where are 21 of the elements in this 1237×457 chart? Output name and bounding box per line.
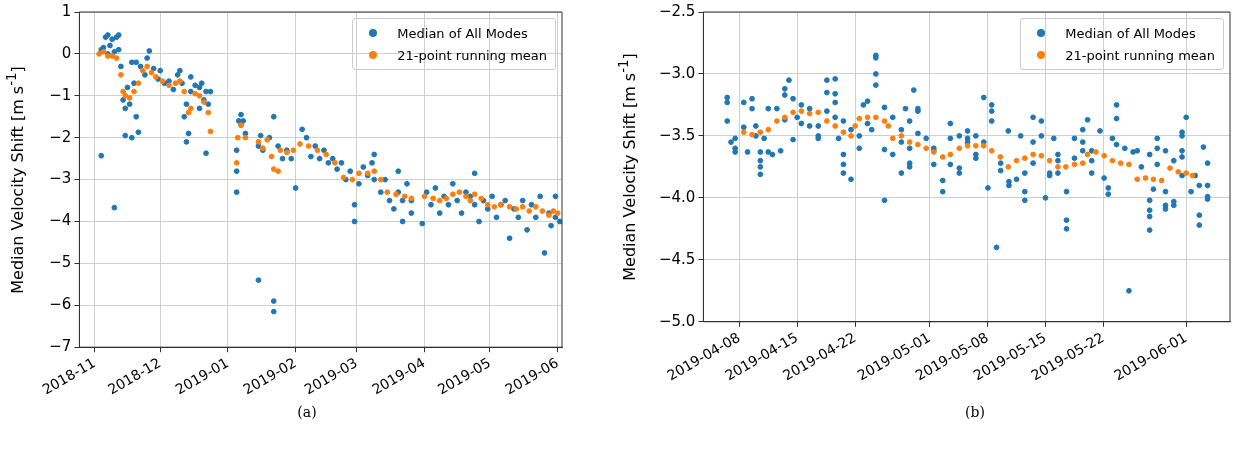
- y-tick-label: −7: [49, 337, 72, 356]
- y-tick-label: −4: [49, 211, 72, 230]
- y-tick-label: 1: [61, 1, 72, 20]
- y-tick-label: −3: [49, 169, 72, 188]
- y-tick-label: −4.0: [658, 187, 696, 206]
- y-tick-label: −3.0: [658, 63, 696, 82]
- y-tick-label: −3.5: [658, 125, 696, 144]
- y-tick-label: −1: [49, 85, 72, 104]
- legend-label: 21-point running mean: [1065, 47, 1215, 63]
- legend-label: 21-point running mean: [397, 47, 547, 63]
- y-tick-label: −5: [49, 253, 72, 272]
- legend-label: Median of All Modes: [1065, 25, 1196, 41]
- y-tick-label: −6: [49, 295, 72, 314]
- y-tick-label: −5.0: [658, 311, 696, 330]
- text: (a): [297, 404, 317, 420]
- y-tick-label: −4.5: [658, 249, 696, 268]
- y-tick-label: 0: [61, 43, 72, 62]
- y-tick-label: −2.5: [658, 1, 696, 20]
- legend-label: Median of All Modes: [397, 25, 528, 41]
- y-tick-label: −2: [49, 127, 72, 146]
- text: (b): [965, 404, 985, 420]
